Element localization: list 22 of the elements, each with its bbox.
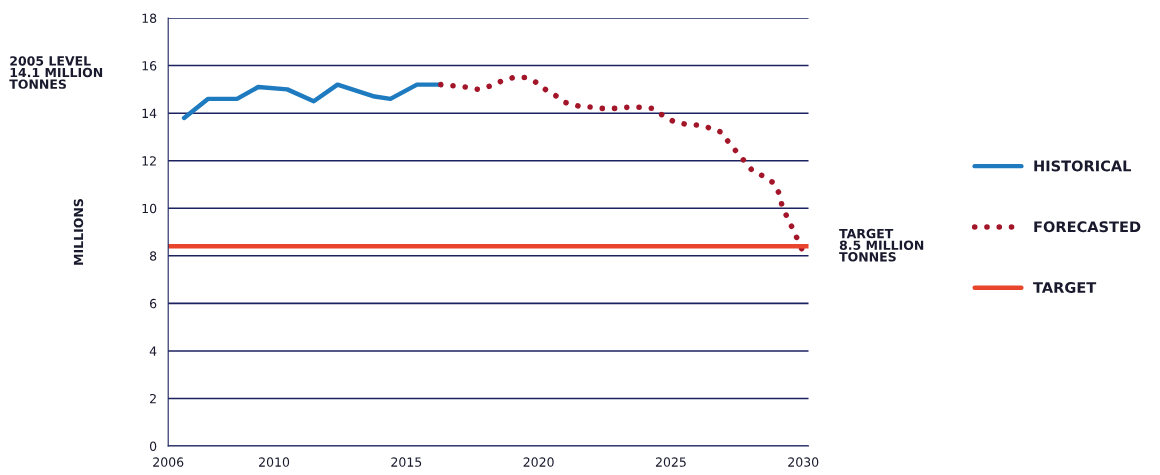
y-axis-title: MILLIONS	[73, 199, 84, 265]
text: 2005 LEVEL 14.1 MILLION TONNES	[9, 56, 103, 89]
y-tick-label: 18	[142, 13, 157, 23]
legend-label: FORECASTED	[1034, 221, 1141, 233]
y-tick-label: 16	[142, 61, 157, 71]
y-tick-label: 2	[150, 393, 156, 404]
x-tick-label: 2020	[523, 457, 554, 467]
legend-label: HISTORICAL	[1034, 160, 1132, 172]
legend-label: TARGET	[1033, 281, 1097, 294]
annotation: TARGET 8.5 MILLION TONNES	[839, 228, 924, 262]
y-tick-label: 10	[142, 203, 157, 214]
x-tick-label: 2006	[153, 457, 184, 467]
y-tick-label: 6	[150, 298, 157, 309]
x-tick-label: 2010	[259, 457, 290, 467]
y-tick-label: 12	[142, 156, 156, 166]
x-tick-label: 2015	[391, 457, 422, 467]
y-tick-label: 0	[149, 441, 157, 451]
y-tick-label: 4	[149, 346, 157, 356]
y-tick-label: 8	[149, 251, 157, 261]
y-tick-label: 14	[142, 108, 157, 118]
x-tick-label: 2030	[788, 457, 819, 467]
x-tick-label: 2025	[655, 457, 686, 467]
